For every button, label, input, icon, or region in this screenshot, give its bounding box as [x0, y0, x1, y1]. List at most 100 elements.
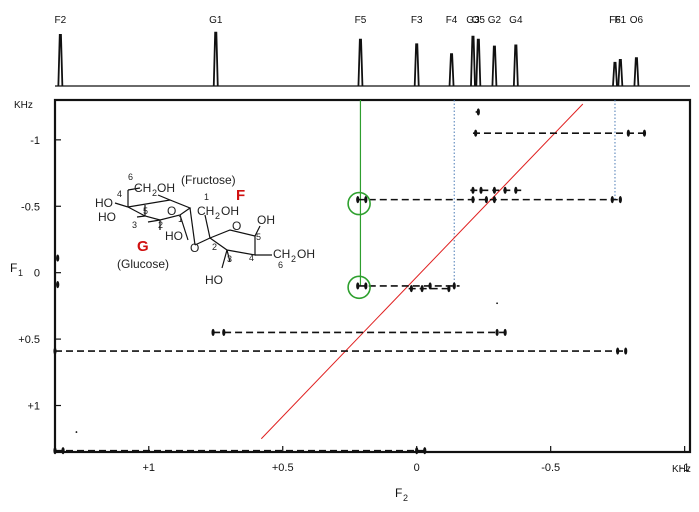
x-tick-label: 0 [414, 462, 420, 474]
cross-peak [474, 129, 478, 137]
cross-peak [471, 196, 475, 204]
cross-peak [56, 254, 60, 262]
cross-peak [61, 447, 65, 455]
x-tick-label: +1 [143, 462, 156, 474]
cross-peak [56, 281, 60, 289]
svg-text:2: 2 [403, 493, 408, 503]
cross-peak [364, 196, 368, 204]
y-axis-unit: KHz [14, 100, 33, 111]
peak-label: F1 [615, 15, 627, 26]
fructose-ring [209, 229, 256, 256]
peak-label: F6 [609, 15, 621, 26]
x-tick-label: -1 [680, 462, 690, 474]
cross-peak [503, 328, 507, 337]
svg-text:5: 5 [143, 206, 148, 216]
x-tick-label: -0.5 [541, 462, 560, 474]
y-tick-label: -0.5 [21, 201, 40, 213]
spectrum-peak [612, 61, 618, 87]
svg-text:1: 1 [18, 268, 23, 278]
sucrose-structure: (Fructose) F G (Glucose) 6 CH 2 OH 4 5 H… [95, 172, 315, 287]
spectrum-peak [413, 43, 420, 87]
cross-peak [495, 328, 499, 337]
cross-peak [618, 196, 622, 204]
stray-dot [75, 431, 78, 433]
cross-peak [624, 347, 628, 355]
spectrum-peak [357, 38, 364, 87]
svg-text:OH: OH [157, 181, 175, 195]
svg-text:F: F [395, 486, 402, 500]
y-axis-title: F 1 [10, 261, 23, 278]
cross-peak [356, 196, 360, 204]
svg-text:3: 3 [227, 254, 232, 264]
y-tick-label: +1 [27, 401, 40, 413]
svg-text:O: O [190, 241, 199, 255]
spectrum-peak [475, 38, 482, 87]
x-axis-title: F 2 [395, 486, 408, 503]
cross-peak [415, 447, 419, 455]
cross-peak [364, 282, 368, 290]
svg-text:2: 2 [212, 242, 217, 252]
x-tick-label: +0.5 [272, 462, 294, 474]
fructose-letter: F [236, 187, 245, 204]
svg-text:O: O [232, 219, 241, 233]
svg-text:F: F [10, 261, 17, 275]
cross-peak [514, 186, 518, 194]
cross-peak-multiplets [53, 108, 647, 455]
peak-label: F5 [355, 15, 367, 26]
cross-peak [484, 196, 488, 204]
x-axis-unit: KHz [672, 464, 691, 475]
svg-text:HO: HO [98, 210, 116, 224]
guide-lines [359, 100, 616, 289]
cross-peak [409, 285, 413, 293]
spectrum-peak [617, 59, 624, 87]
svg-text:OH: OH [297, 247, 315, 261]
spectrum-peak [491, 45, 498, 87]
svg-text:CH: CH [197, 204, 214, 218]
svg-text:2: 2 [158, 220, 163, 230]
highlight-circle [347, 275, 371, 300]
cross-peak [479, 186, 483, 194]
svg-text:2: 2 [152, 188, 157, 198]
y-tick-label: +0.5 [18, 334, 40, 346]
cross-peak [53, 447, 57, 455]
spectrum-peak [448, 53, 455, 87]
cross-peak [222, 328, 226, 337]
peak-label: G1 [209, 15, 223, 26]
axis-ticks: +1 +0.5 0 -0.5 -1 -1 -0.5 0 +0.5 +1 [18, 135, 689, 474]
svg-text:4: 4 [249, 253, 254, 263]
cross-peak [642, 129, 647, 137]
cross-peak [420, 285, 424, 293]
svg-text:HO: HO [205, 273, 223, 287]
glucose-name: (Glucose) [117, 257, 169, 271]
peak-label: G3 [466, 15, 480, 26]
y-tick-label: 0 [34, 268, 40, 280]
peak-label: F2 [55, 15, 67, 26]
top-1d-spectrum [55, 31, 690, 87]
cross-peak [423, 447, 427, 455]
cross-peak [610, 196, 614, 204]
peak-label: O5 [472, 15, 486, 26]
svg-text:O: O [167, 204, 176, 218]
highlight-circle [347, 191, 371, 216]
spectrum-peak [633, 57, 640, 87]
cross-peak [492, 186, 497, 194]
y-tick-label: -1 [30, 135, 40, 147]
svg-text:6: 6 [278, 260, 283, 270]
cross-peak [471, 186, 475, 194]
cross-peak [53, 347, 57, 355]
cross-peak [492, 196, 497, 204]
glucose-c6: 6 [128, 172, 133, 182]
cross-peak [356, 282, 360, 290]
svg-text:CH: CH [273, 247, 290, 261]
cross-peak [428, 282, 432, 290]
svg-text:OH: OH [257, 213, 275, 227]
highlighted-peaks [347, 191, 371, 300]
spectrum-peak [212, 31, 219, 87]
stray-dots [75, 302, 498, 433]
cross-peak [626, 129, 630, 137]
svg-text:1: 1 [204, 192, 209, 202]
diagonal-line [260, 103, 584, 440]
plot-frame [53, 98, 692, 454]
